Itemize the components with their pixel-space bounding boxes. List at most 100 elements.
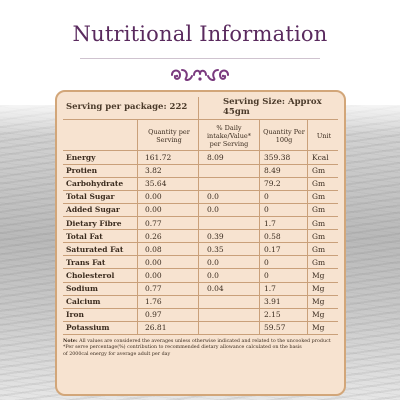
daily-intake: 0.35 — [207, 244, 224, 254]
qty-per-serving: 35.64 — [145, 179, 167, 189]
serving-header-row: Serving per package: 222 Serving Size: A… — [57, 97, 344, 117]
nutrient-name: Trans Fat — [66, 257, 106, 267]
table-row: Dietary Fibre 0.77 1.7 Gm — [57, 217, 344, 230]
table-row: Calcium 1.76 3.91 Mg — [57, 295, 344, 308]
daily-intake: 0.0 — [207, 257, 219, 267]
daily-intake — [207, 295, 255, 308]
row-divider — [63, 216, 338, 217]
qty-per-serving: 1.76 — [145, 297, 162, 307]
nutrient-name: Total Fat — [66, 231, 103, 241]
unit: Gm — [312, 166, 326, 176]
qty-per-serving: 0.08 — [145, 244, 162, 254]
unit: Gm — [312, 218, 326, 228]
row-divider — [63, 281, 338, 283]
qty-per-serving: 26.81 — [145, 323, 167, 333]
daily-intake — [207, 177, 255, 190]
qty-per-100g: 359.38 — [264, 153, 291, 163]
unit: Mg — [312, 310, 325, 320]
divider — [63, 150, 338, 151]
note-line-2: *Per serve percentage(%) contribution to… — [63, 345, 302, 351]
column-header-row: Quantity per Serving % Daily intake/Valu… — [57, 120, 344, 152]
qty-per-100g: 0 — [264, 192, 269, 202]
table-row: Carbohydrate 35.64 79.2 Gm — [57, 177, 344, 190]
qty-per-100g: 79.2 — [264, 179, 281, 189]
qty-per-100g: 1.7 — [264, 284, 276, 294]
nutrient-name: Carbohydrate — [66, 179, 124, 189]
row-divider — [63, 176, 338, 178]
row-divider — [63, 255, 338, 257]
unit: Kcal — [312, 153, 329, 163]
qty-per-100g: 1.7 — [264, 218, 276, 228]
row-divider — [63, 268, 338, 270]
col-qty-per-serving: Quantity per Serving — [148, 128, 190, 144]
qty-per-100g: 0.17 — [264, 244, 281, 254]
unit: Mg — [312, 297, 325, 307]
unit: Mg — [312, 284, 325, 294]
footnote: Note: All values are considered the aver… — [63, 338, 339, 358]
qty-per-serving: 0.00 — [145, 205, 162, 215]
nutrient-name: Dietary Fibre — [66, 218, 122, 228]
qty-per-serving: 0.77 — [145, 284, 162, 294]
table-row: Trans Fat 0.00 0.0 0 Gm — [57, 256, 344, 269]
qty-per-100g: 8.49 — [264, 166, 281, 176]
swirl-ornament-icon — [171, 69, 229, 82]
col-divider — [137, 120, 138, 335]
qty-per-100g: 3.91 — [264, 297, 281, 307]
page-title: Nutritional Information — [72, 22, 328, 46]
unit: Gm — [312, 257, 326, 267]
qty-per-serving: 161.72 — [145, 153, 172, 163]
qty-per-100g: 0 — [264, 257, 269, 267]
qty-per-100g: 59.57 — [264, 323, 286, 333]
qty-per-serving: 0.97 — [145, 310, 162, 320]
row-divider — [63, 294, 338, 296]
table-row: Added Sugar 0.00 0.0 0 Gm — [57, 203, 344, 216]
table-row: Total Fat 0.26 0.39 0.58 Gm — [57, 230, 344, 243]
nutrient-name: Added Sugar — [66, 205, 120, 215]
daily-intake: 8.09 — [207, 153, 224, 163]
qty-per-serving: 0.77 — [145, 218, 162, 228]
note-line-1: All values are considered the averages u… — [79, 339, 331, 344]
serving-size: Serving Size: Approx 45gm — [223, 97, 322, 117]
table-row: Potassium 26.81 59.57 Mg — [57, 321, 344, 334]
qty-per-100g: 0.58 — [264, 231, 281, 241]
note-label: Note: — [63, 338, 78, 344]
nutrient-name: Total Sugar — [66, 192, 115, 202]
col-daily-intake: % Daily intake/Value* per Serving — [206, 124, 252, 148]
qty-per-serving: 0.00 — [145, 257, 162, 267]
table-row: Cholesterol 0.00 0.0 0 Mg — [57, 269, 344, 282]
row-divider — [63, 163, 338, 165]
title-divider — [80, 58, 320, 59]
nutrition-panel: Serving per package: 222 Serving Size: A… — [55, 90, 346, 396]
nutrient-name: Calcium — [66, 297, 101, 307]
table-row: Energy 161.72 8.09 359.38 Kcal — [57, 151, 344, 164]
nutrient-name: Sodium — [66, 284, 98, 294]
row-divider — [63, 320, 338, 322]
row-divider — [63, 333, 338, 335]
row-divider — [63, 229, 338, 231]
row-divider — [63, 242, 338, 244]
nutrient-name: Cholesterol — [66, 270, 115, 280]
unit: Gm — [312, 192, 326, 202]
nutrient-name: Saturated Fat — [66, 244, 124, 254]
col-divider — [307, 120, 308, 335]
qty-per-serving: 3.82 — [145, 166, 162, 176]
col-divider — [259, 120, 260, 335]
row-divider — [63, 307, 338, 309]
daily-intake: 0.0 — [207, 192, 219, 202]
daily-intake: 0.04 — [207, 284, 224, 294]
nutrient-name: Protien — [66, 166, 98, 176]
qty-per-100g: 0 — [264, 270, 269, 280]
nutrient-name: Iron — [66, 310, 84, 320]
row-divider — [63, 202, 338, 204]
row-divider — [63, 189, 338, 191]
unit: Gm — [312, 179, 326, 189]
qty-per-100g: 0 — [264, 205, 269, 215]
qty-per-serving: 0.00 — [145, 270, 162, 280]
qty-per-serving: 0.00 — [145, 192, 162, 202]
col-unit: Unit — [316, 132, 332, 140]
daily-intake — [207, 164, 255, 177]
daily-intake: 0.0 — [207, 270, 219, 280]
unit: Gm — [312, 244, 326, 254]
unit: Gm — [312, 231, 326, 241]
table-row: Saturated Fat 0.08 0.35 0.17 Gm — [57, 243, 344, 256]
